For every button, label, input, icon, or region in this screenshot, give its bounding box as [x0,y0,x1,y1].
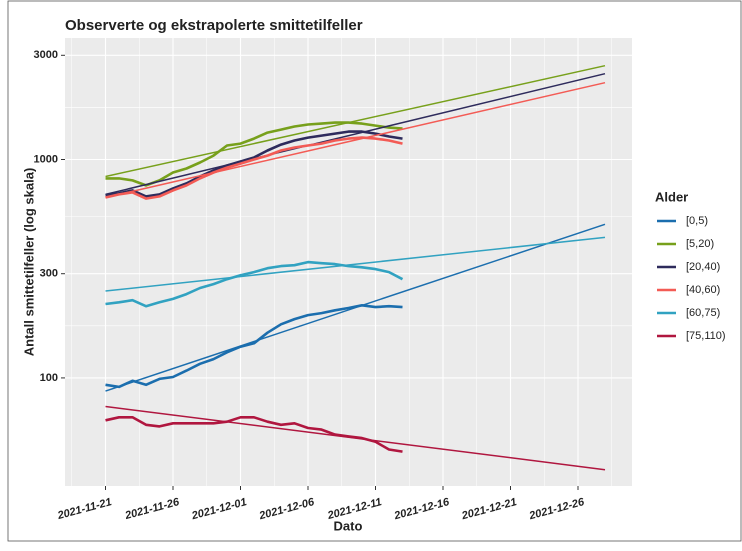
x-tick-label: 2021-12-06 [257,496,316,523]
x-tick-label: 2021-12-26 [527,496,586,523]
legend-label: [20,40) [686,261,720,273]
legend-label: [40,60) [686,284,720,296]
x-tick-label: 2021-12-16 [392,496,451,523]
observed-line [105,304,403,389]
x-tick-label: 2021-11-21 [55,496,113,522]
trend-line [105,236,606,292]
observed-line [105,136,403,200]
legend-title: Alder [655,189,688,204]
observed-line [105,260,404,308]
x-tick-label: 2021-12-01 [190,496,248,522]
x-tick-label: 2021-12-21 [460,496,518,522]
y-tick-label: 3000 [34,49,58,61]
legend-label: [75,110) [686,330,726,342]
frame [7,0,742,542]
observed-line [105,416,403,453]
chart-title: Observerte og ekstrapolerte smittetilfel… [65,17,363,34]
trend-line [105,64,606,178]
x-tick-label: 2021-11-26 [123,496,181,522]
trend-line [105,72,606,196]
y-axis-title: Antall smittetilfeller (log skala) [21,168,36,357]
legend-label: [0,5) [686,215,708,227]
legend-label: [60,75) [686,307,720,319]
legend-label: [5,20) [686,238,714,250]
panel [65,38,632,486]
marks [105,64,606,471]
y-tick-label: 1000 [34,153,58,165]
y-tick-label: 300 [40,268,58,280]
trend-line [105,81,606,199]
y-tick-label: 100 [40,372,58,384]
observed-line [105,130,403,198]
x-axis-title: Dato [334,518,363,533]
